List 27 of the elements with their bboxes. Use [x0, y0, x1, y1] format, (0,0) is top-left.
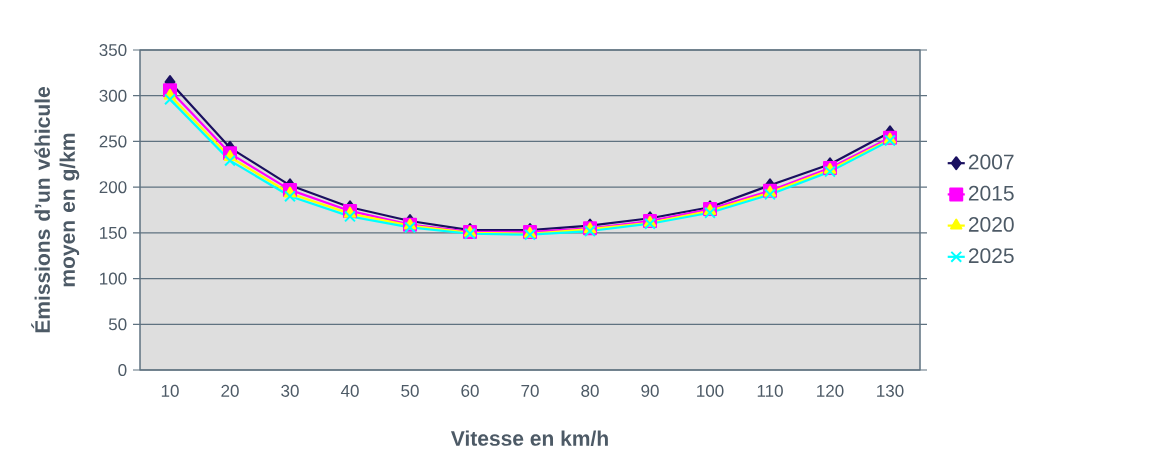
y-axis-title: Émissions d’un véhicule moyen en g/km	[31, 87, 80, 333]
x-tick-label: 130	[877, 384, 904, 397]
y-tick-label: 350	[99, 43, 127, 57]
legend-label: 2007	[968, 154, 1014, 170]
x-tick-label: 20	[221, 384, 239, 397]
x-tick-label: 40	[340, 384, 359, 397]
legend-label: 2020	[968, 217, 1014, 232]
x-tick-label: 30	[281, 384, 299, 397]
y-tick-label: 300	[99, 89, 127, 102]
x-tick-label: 90	[641, 384, 659, 397]
x-tick-label: 10	[161, 384, 179, 397]
x-tick-label: 120	[817, 384, 844, 397]
x-axis-title: Vitesse en km/h	[450, 430, 608, 447]
x-tick-label: 60	[461, 384, 479, 397]
y-tick-label: 200	[99, 181, 127, 194]
x-tick-label: 80	[581, 384, 599, 397]
x-tick-label: 50	[401, 384, 419, 397]
y-tick-label: 150	[100, 226, 127, 239]
y-tick-label: 0	[118, 363, 127, 377]
x-tick-label: 110	[757, 384, 783, 397]
x-tick-label: 100	[697, 384, 724, 397]
x-tick-label: 70	[521, 384, 539, 397]
y-tick-label: 250	[99, 135, 127, 148]
legend-label: 2025	[968, 248, 1014, 264]
legend-label: 2015	[968, 185, 1014, 201]
y-tick-label: 50	[108, 318, 127, 331]
y-tick-label: 100	[100, 272, 127, 285]
